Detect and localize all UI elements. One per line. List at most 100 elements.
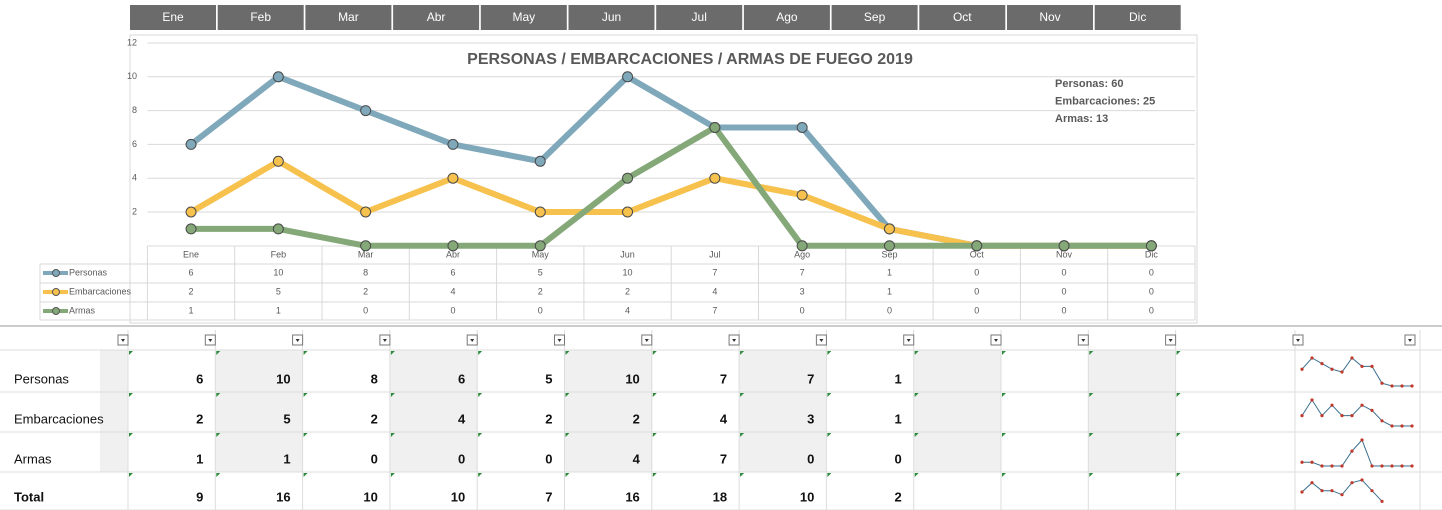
month-header-cell bbox=[305, 5, 392, 30]
sparkline-point bbox=[1310, 356, 1314, 360]
sparkline-point bbox=[1370, 489, 1374, 493]
cell-flag bbox=[652, 351, 657, 355]
sparkline-point bbox=[1340, 464, 1344, 468]
cell-value: 10 bbox=[800, 489, 814, 504]
x-tick-label: Abr bbox=[446, 249, 460, 259]
month-header-label: Sep bbox=[864, 10, 886, 24]
cell-value: 10 bbox=[363, 489, 377, 504]
table-value: 2 bbox=[625, 286, 630, 296]
table-value: 1 bbox=[887, 267, 892, 277]
sparkline-point bbox=[1400, 424, 1404, 428]
annotation: Personas: 60 bbox=[1055, 78, 1123, 90]
row-label: Total bbox=[14, 489, 44, 504]
sparkline-point bbox=[1360, 478, 1364, 482]
filter-arrow bbox=[382, 339, 387, 342]
cell-flag bbox=[827, 393, 832, 397]
month-header-label: Abr bbox=[427, 10, 446, 24]
filter-arrow bbox=[732, 339, 737, 342]
table-value: 1 bbox=[276, 305, 281, 315]
cell-flag bbox=[303, 393, 308, 397]
sparkline-point bbox=[1360, 403, 1364, 407]
month-header-label: Ene bbox=[162, 10, 184, 24]
table-value: 7 bbox=[712, 305, 717, 315]
shaded-column bbox=[100, 350, 128, 472]
cell-value: 4 bbox=[633, 451, 641, 466]
month-header-cell bbox=[393, 5, 480, 30]
row-label: Personas bbox=[14, 371, 69, 386]
table-value: 3 bbox=[800, 286, 805, 296]
chart-data-table: Ene Feb Mar Abr May Jun Jul Ago Sep Oct Nov Dic Pers… bbox=[39, 245, 1196, 321]
cell-flag bbox=[478, 433, 483, 437]
legend-label: Personas bbox=[69, 267, 108, 277]
cell-value: 10 bbox=[276, 371, 290, 386]
data-point bbox=[709, 122, 721, 133]
cell-value: 0 bbox=[458, 451, 465, 466]
cell-flag bbox=[303, 433, 308, 437]
month-header-label: May bbox=[512, 10, 535, 24]
cell-value: 8 bbox=[371, 371, 378, 386]
row-label: Armas bbox=[14, 451, 52, 466]
filter-arrow bbox=[470, 339, 475, 342]
month-header-cell bbox=[656, 5, 743, 30]
cell-flag bbox=[1002, 393, 1006, 397]
sparkline-point bbox=[1410, 384, 1414, 388]
cell-flag bbox=[565, 433, 570, 437]
y-tick-label: 2 bbox=[132, 206, 137, 216]
month-header-cell bbox=[480, 5, 567, 30]
sparkline-point bbox=[1320, 362, 1324, 366]
data-point bbox=[360, 240, 372, 252]
cell-flag bbox=[1002, 351, 1006, 355]
table-value: 0 bbox=[1062, 286, 1067, 296]
cell-value: 2 bbox=[196, 411, 203, 426]
cell-value: 3 bbox=[807, 411, 814, 426]
filter-arrow bbox=[295, 339, 300, 342]
month-header-label: Jun bbox=[602, 10, 621, 24]
cell-flag bbox=[129, 473, 133, 477]
cell-flag bbox=[216, 351, 221, 355]
cell-flag bbox=[1089, 393, 1094, 397]
legend-label: Armas bbox=[69, 305, 96, 315]
filter-arrow bbox=[208, 339, 213, 342]
sparkline-point bbox=[1370, 464, 1374, 468]
x-tick-label: Mar bbox=[358, 249, 374, 259]
data-point bbox=[272, 71, 284, 83]
month-header-label: Nov bbox=[1039, 10, 1060, 24]
sparkline-point bbox=[1320, 464, 1324, 468]
sparkline-point bbox=[1330, 403, 1334, 407]
month-header-cell bbox=[568, 5, 655, 30]
cell-flag bbox=[914, 351, 919, 355]
cell-value: 6 bbox=[196, 371, 203, 386]
data-point bbox=[971, 240, 983, 252]
x-tick-label: Ene bbox=[183, 249, 199, 259]
cell-flag bbox=[478, 393, 483, 397]
cell-flag bbox=[652, 433, 657, 437]
cell-flag bbox=[565, 393, 570, 397]
data-point bbox=[447, 172, 459, 184]
cell-flag bbox=[1089, 473, 1094, 477]
cell-value: 16 bbox=[625, 489, 639, 504]
x-tick-label: Jul bbox=[709, 249, 721, 259]
sparkline-point bbox=[1360, 438, 1364, 442]
data-point bbox=[1145, 240, 1157, 252]
cell-value: 9 bbox=[196, 489, 203, 504]
shaded-column bbox=[913, 350, 1001, 472]
table-value: 0 bbox=[974, 305, 979, 315]
x-tick-label: Jun bbox=[620, 249, 635, 259]
filter-arrow bbox=[1296, 339, 1300, 342]
filter-arrow bbox=[1408, 339, 1412, 342]
table-value: 1 bbox=[189, 305, 194, 315]
sparkline-point bbox=[1310, 460, 1314, 464]
sparkline-point bbox=[1410, 464, 1414, 468]
table-value: 0 bbox=[1149, 286, 1154, 296]
data-point bbox=[796, 189, 808, 201]
cell-flag bbox=[129, 433, 133, 437]
cell-flag bbox=[1002, 473, 1006, 477]
table-value: 6 bbox=[189, 267, 194, 277]
sparkline bbox=[1301, 479, 1383, 502]
cell-value: 4 bbox=[458, 411, 466, 426]
legend-marker bbox=[52, 269, 60, 277]
sparkline-point bbox=[1410, 424, 1414, 428]
x-tick-label: Feb bbox=[271, 249, 287, 259]
data-point bbox=[360, 206, 372, 218]
